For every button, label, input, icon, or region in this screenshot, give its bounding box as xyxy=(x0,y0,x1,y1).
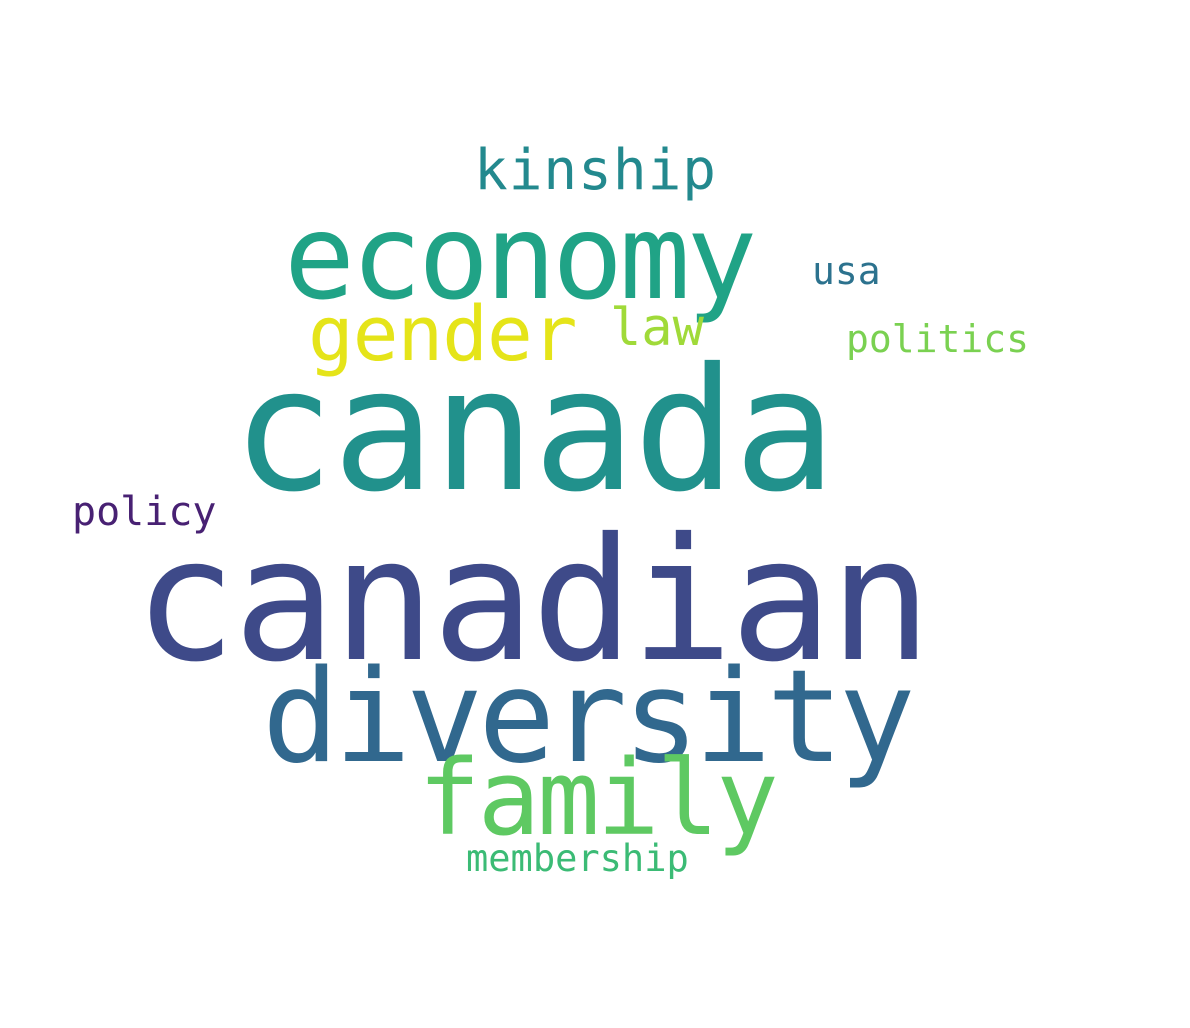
word-economy: economy xyxy=(284,188,757,326)
word-diversity: diversity xyxy=(262,643,916,792)
word-policy: policy xyxy=(72,489,217,535)
word-usa: usa xyxy=(812,249,881,293)
word-gender: gender xyxy=(308,289,578,378)
word-kinship: kinship xyxy=(474,138,718,203)
word-canada: canada xyxy=(232,332,836,530)
word-politics: politics xyxy=(846,317,1030,361)
word-law: law xyxy=(610,298,704,358)
word-family: family xyxy=(418,737,779,859)
word-membership: membership xyxy=(466,837,689,880)
word-canadian: canadian xyxy=(134,502,932,700)
